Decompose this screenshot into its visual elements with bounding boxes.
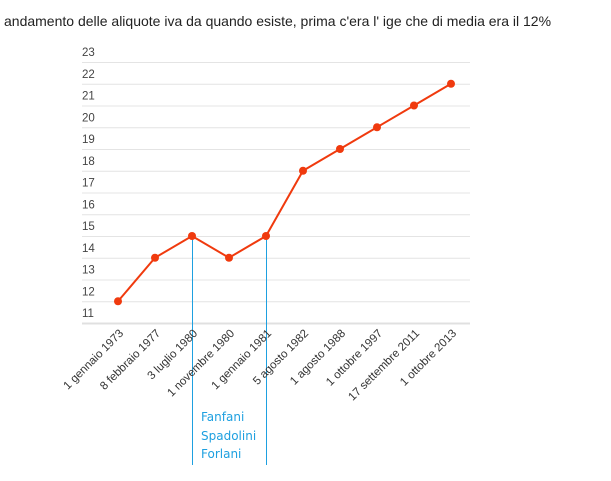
chart-title: andamento delle aliquote iva da quando e… [4,13,552,29]
y-tick-label: 22 [82,69,95,81]
y-tick-label: 12 [82,286,95,298]
data-point [225,253,233,262]
y-tick-label: 11 [82,308,94,320]
annotation-text: Spadolini [201,428,257,443]
y-tick-label: 14 [82,243,95,255]
data-point [151,253,159,262]
data-point [447,79,455,88]
x-tick-label: 17 settembre 2011 [346,328,422,404]
data-point [373,123,381,132]
y-tick-label: 16 [82,199,95,211]
data-point [299,166,307,175]
series-line [117,82,452,302]
y-tick-label: 18 [82,156,95,168]
y-tick-label: 17 [82,178,95,190]
y-tick-label: 19 [82,134,95,146]
data-point [188,232,196,240]
data-point [336,145,344,153]
y-tick-label: 21 [82,91,95,103]
y-tick-label: 13 [82,265,95,277]
annotation-text: Forlani [201,447,242,461]
data-point [410,101,418,110]
annotation-text: Fanfani [201,410,245,424]
y-tick-label: 20 [82,112,95,124]
y-tick-label: 23 [82,47,95,59]
data-point [262,232,270,240]
x-tick-label: 1 novembre 1980 [165,328,237,400]
y-tick-label: 15 [82,221,95,233]
data-point [114,297,122,306]
